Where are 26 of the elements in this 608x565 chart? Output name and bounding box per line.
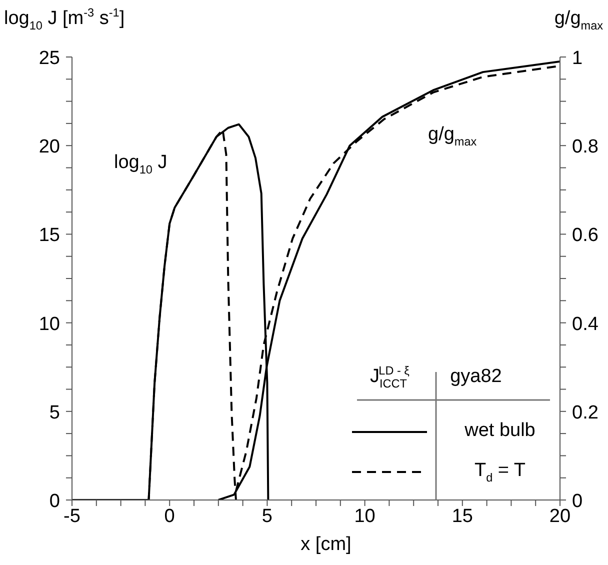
annotation: log$_{10}$ J [114,152,168,177]
y2-tick-label: 0 [572,491,583,512]
x-tick-label: 10 [354,506,376,527]
y2-axis-title: g/g$_{max}$ [554,8,604,33]
y-tick-label: 25 [38,48,60,69]
y2-tick-label: 0.4 [572,314,599,335]
y-tick-label: 5 [49,402,60,424]
y2-tick-label: 0.6 [572,225,598,246]
y2-tick-label: 1 [572,48,583,69]
x-tick-label: 20 [549,506,571,527]
y-tick-label: 20 [38,136,60,158]
y-tick-label: 0 [49,491,60,512]
x-tick-label: 5 [262,506,272,527]
x-tick-label: 0 [164,506,175,527]
annotation: gya82 [450,366,502,387]
text: T$_{d}$ = T [474,460,526,485]
x-axis-title: x [cm] [300,534,352,555]
y-axis-title: log$_{10}$ J [m$^{-3}$ s$^{-1}$] [4,6,125,33]
y2-tick-label: 0.2 [572,402,598,424]
annotation: g/g$_{max}$ [428,124,477,149]
x-tick-label: 15 [452,506,473,527]
legend-label: wet bulb [464,420,536,441]
y-tick-label: 10 [38,314,60,335]
y-tick-label: 15 [38,225,60,246]
y2-tick-label: 0.8 [572,136,598,158]
x-tick-label: -5 [64,506,80,527]
